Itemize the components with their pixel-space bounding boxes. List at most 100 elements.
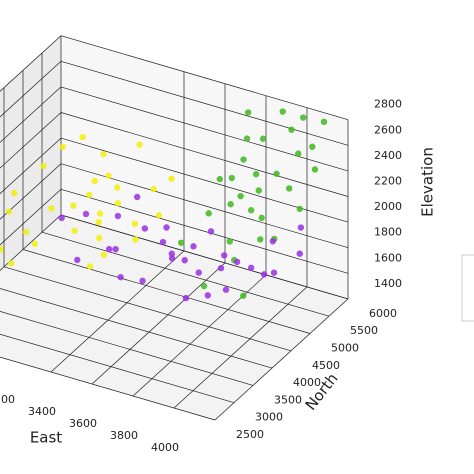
point bbox=[309, 143, 316, 150]
z-tick-label: 2000 bbox=[374, 200, 402, 213]
point bbox=[5, 208, 13, 215]
point bbox=[59, 143, 66, 151]
z-tick-label: 2200 bbox=[374, 175, 402, 188]
x-tick-label: 3400 bbox=[28, 405, 56, 418]
point bbox=[100, 251, 108, 259]
point bbox=[296, 205, 303, 213]
z-axis-title: Elevation bbox=[419, 147, 437, 217]
point bbox=[112, 245, 119, 253]
point bbox=[279, 108, 286, 115]
point bbox=[195, 269, 202, 276]
grid-line bbox=[60, 188, 349, 274]
grid-line bbox=[0, 310, 254, 386]
point bbox=[240, 292, 247, 299]
point bbox=[222, 286, 230, 293]
point bbox=[0, 246, 4, 253]
point bbox=[31, 240, 38, 248]
y-tick-label: 5000 bbox=[331, 342, 359, 355]
point bbox=[150, 185, 157, 193]
point bbox=[22, 228, 30, 236]
point bbox=[269, 238, 276, 245]
z-tick-label: 1600 bbox=[374, 251, 402, 264]
point bbox=[205, 210, 212, 217]
point bbox=[178, 239, 185, 246]
point bbox=[168, 175, 175, 182]
grid-line bbox=[22, 249, 311, 334]
point bbox=[259, 135, 267, 142]
point bbox=[286, 185, 293, 192]
point bbox=[95, 219, 102, 226]
z-tick-label: 1800 bbox=[374, 226, 402, 239]
point bbox=[237, 192, 244, 200]
point bbox=[96, 210, 104, 217]
grid bbox=[0, 35, 349, 421]
point bbox=[244, 109, 252, 116]
point bbox=[233, 258, 241, 266]
grid-line bbox=[0, 35, 62, 92]
point bbox=[190, 243, 197, 250]
point bbox=[182, 294, 190, 302]
point bbox=[136, 141, 143, 148]
grid-line bbox=[60, 60, 349, 146]
y-tick-label: 3500 bbox=[274, 393, 302, 406]
point bbox=[86, 263, 94, 270]
point bbox=[168, 255, 176, 262]
y-tick-label: 4500 bbox=[312, 359, 340, 372]
grid-line bbox=[0, 333, 235, 404]
x-tick-label: 3800 bbox=[110, 429, 138, 442]
point bbox=[131, 220, 139, 227]
grid-line bbox=[60, 112, 349, 197]
point bbox=[82, 210, 90, 218]
point bbox=[221, 252, 228, 259]
point bbox=[11, 189, 18, 197]
grid-line bbox=[214, 298, 349, 421]
grid-line bbox=[3, 266, 292, 352]
point bbox=[86, 191, 93, 199]
point bbox=[105, 245, 113, 253]
point bbox=[114, 184, 121, 191]
grid-line bbox=[0, 112, 62, 169]
point bbox=[216, 175, 223, 183]
grid-line bbox=[60, 214, 349, 300]
point bbox=[74, 256, 81, 264]
point bbox=[132, 236, 139, 243]
z-tick-label: 1400 bbox=[374, 277, 402, 290]
point bbox=[296, 250, 303, 257]
point bbox=[159, 238, 167, 246]
point bbox=[134, 193, 141, 201]
point bbox=[7, 260, 15, 267]
z-tick-label: 2600 bbox=[374, 123, 402, 136]
point bbox=[207, 228, 215, 235]
point bbox=[204, 292, 212, 299]
grid-line bbox=[60, 86, 349, 172]
point bbox=[139, 277, 146, 285]
point bbox=[243, 135, 251, 142]
grid-line bbox=[0, 288, 273, 369]
legend-fragment bbox=[461, 254, 474, 322]
x-tick-label: 3200 bbox=[0, 393, 15, 406]
point bbox=[40, 162, 47, 170]
point bbox=[200, 282, 208, 290]
point bbox=[168, 250, 175, 257]
y-tick-label: 3000 bbox=[255, 411, 283, 424]
point bbox=[270, 269, 278, 276]
point bbox=[295, 150, 302, 157]
point bbox=[91, 177, 98, 185]
point bbox=[155, 212, 163, 219]
z-tick-label: 2800 bbox=[374, 98, 402, 111]
y-tick-label: 4000 bbox=[293, 376, 321, 389]
point bbox=[227, 201, 234, 208]
z-tick-label: 2400 bbox=[374, 149, 402, 162]
x-axis-title: East bbox=[30, 429, 62, 447]
point bbox=[100, 151, 107, 158]
point bbox=[260, 271, 268, 278]
y-tick-label: 6000 bbox=[369, 307, 397, 320]
point bbox=[217, 264, 225, 272]
grid-line bbox=[0, 356, 216, 421]
point bbox=[96, 234, 103, 242]
point bbox=[114, 200, 122, 207]
point bbox=[48, 205, 55, 212]
point bbox=[288, 126, 295, 133]
